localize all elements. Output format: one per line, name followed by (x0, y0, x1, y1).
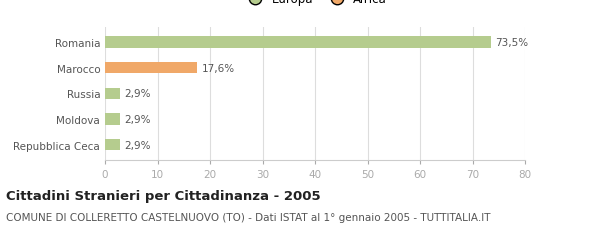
Text: Cittadini Stranieri per Cittadinanza - 2005: Cittadini Stranieri per Cittadinanza - 2… (6, 189, 320, 202)
Legend: Europa, Africa: Europa, Africa (243, 0, 387, 6)
Text: COMUNE DI COLLERETTO CASTELNUOVO (TO) - Dati ISTAT al 1° gennaio 2005 - TUTTITAL: COMUNE DI COLLERETTO CASTELNUOVO (TO) - … (6, 212, 491, 222)
Text: 2,9%: 2,9% (124, 140, 151, 150)
Bar (105, 63, 197, 74)
Bar (105, 37, 491, 49)
Text: 2,9%: 2,9% (124, 89, 151, 99)
Bar (105, 139, 120, 151)
Bar (105, 88, 120, 100)
Text: 17,6%: 17,6% (202, 63, 235, 73)
Bar (105, 114, 120, 125)
Text: 2,9%: 2,9% (124, 114, 151, 124)
Text: 73,5%: 73,5% (495, 38, 528, 48)
